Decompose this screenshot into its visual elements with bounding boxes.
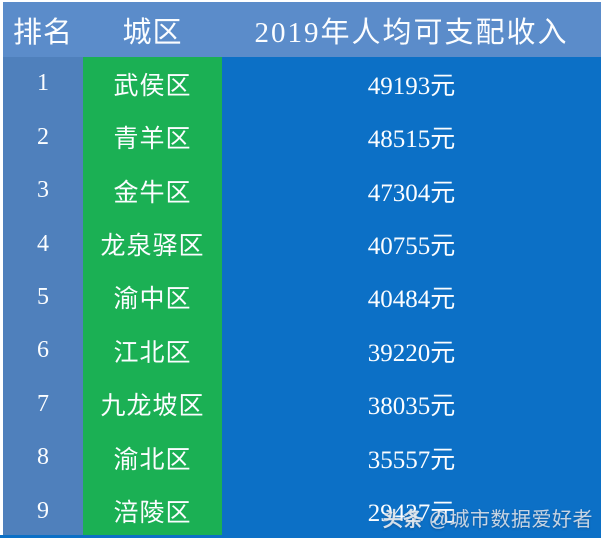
district-cell: 渝北区 xyxy=(83,431,222,485)
income-cell: 40484元 xyxy=(222,270,601,325)
table-row: 5 渝中区 40484元 xyxy=(3,270,601,325)
district-cell: 九龙坡区 xyxy=(83,377,222,432)
table-row: 8 渝北区 35557元 xyxy=(3,431,601,485)
header-rank: 排名 xyxy=(3,2,83,57)
income-cell: 47304元 xyxy=(222,163,601,218)
district-cell: 青羊区 xyxy=(83,110,222,164)
rank-cell: 8 xyxy=(3,431,83,485)
table-header-row: 排名 城区 2019年人均可支配收入 xyxy=(3,2,601,57)
rank-cell: 3 xyxy=(3,163,83,218)
district-cell: 涪陵区 xyxy=(83,484,222,538)
income-cell: 49193元 xyxy=(222,57,601,111)
table-row: 4 龙泉驿区 40755元 xyxy=(3,217,601,271)
rank-cell: 2 xyxy=(3,110,83,164)
district-cell: 江北区 xyxy=(83,324,222,378)
rank-cell: 9 xyxy=(3,484,83,538)
rank-cell: 5 xyxy=(3,270,83,325)
income-cell: 40755元 xyxy=(222,217,601,271)
rank-cell: 7 xyxy=(3,377,83,432)
income-cell: 29437元 xyxy=(222,484,601,538)
table-row: 7 九龙坡区 38035元 xyxy=(3,377,601,432)
header-district: 城区 xyxy=(83,2,222,57)
table-row: 9 涪陵区 29437元 xyxy=(3,484,601,538)
header-income: 2019年人均可支配收入 xyxy=(222,2,601,57)
rank-cell: 6 xyxy=(3,324,83,378)
district-cell: 渝中区 xyxy=(83,270,222,325)
watermark: 头条 @城市数据爱好者 xyxy=(383,503,593,532)
table-row: 2 青羊区 48515元 xyxy=(3,110,601,164)
watermark-handle: @城市数据爱好者 xyxy=(428,509,593,531)
income-cell: 35557元 xyxy=(222,431,601,485)
table-row: 1 武侯区 49193元 xyxy=(3,57,601,111)
table-body: 1 武侯区 49193元 2 青羊区 48515元 3 金牛区 47304元 4 龙泉驿区 40755… xyxy=(3,57,601,538)
table-row: 3 金牛区 47304元 xyxy=(3,163,601,218)
rank-cell: 4 xyxy=(3,217,83,271)
income-cell: 38035元 xyxy=(222,377,601,432)
table-row: 6 江北区 39220元 xyxy=(3,324,601,378)
income-cell: 48515元 xyxy=(222,110,601,164)
bottom-edge-strip xyxy=(0,535,601,538)
district-cell: 武侯区 xyxy=(83,57,222,111)
toutiao-logo: 头条 xyxy=(382,509,424,531)
district-cell: 龙泉驿区 xyxy=(83,217,222,271)
rank-cell: 1 xyxy=(3,57,83,111)
income-table: 排名 城区 2019年人均可支配收入 1 武侯区 49193元 2 青羊区 48515元 3… xyxy=(3,2,601,538)
district-cell: 金牛区 xyxy=(83,163,222,218)
income-cell: 39220元 xyxy=(222,324,601,378)
